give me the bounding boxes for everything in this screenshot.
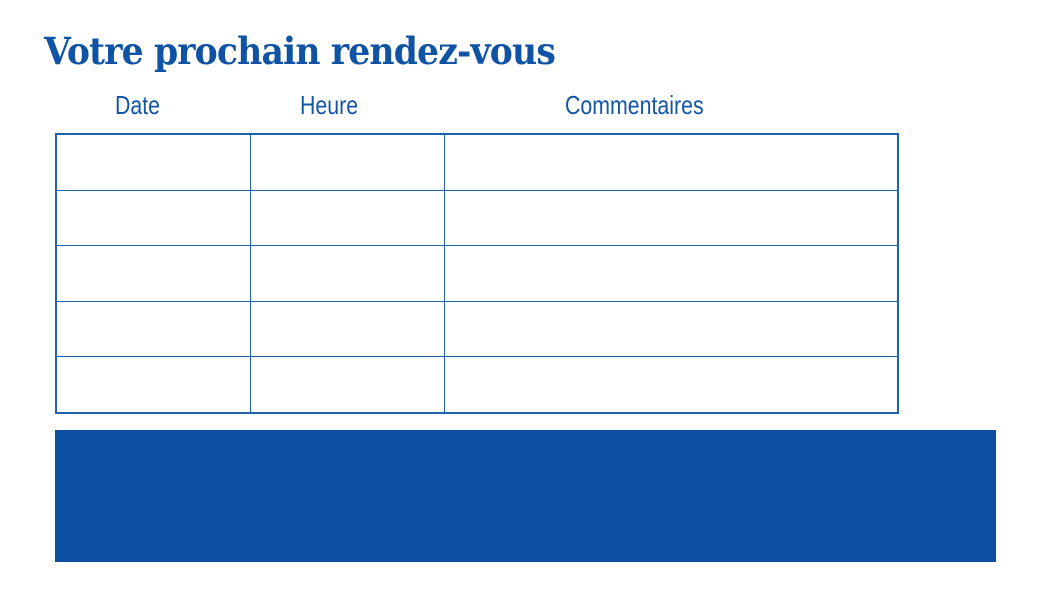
cell-commentaires[interactable] [443, 245, 899, 302]
appointment-table [55, 133, 899, 414]
cell-date[interactable] [55, 356, 251, 414]
table-row [55, 189, 899, 247]
cell-date[interactable] [55, 189, 251, 247]
table-row [55, 356, 899, 414]
cell-heure[interactable] [249, 245, 445, 302]
cell-commentaires[interactable] [443, 356, 899, 414]
page-title: Votre prochain rendez-vous [44, 29, 556, 73]
cell-commentaires[interactable] [443, 189, 899, 247]
table-row [55, 133, 899, 191]
cell-commentaires[interactable] [443, 300, 899, 358]
column-header-heure: Heure [300, 90, 359, 120]
cell-heure[interactable] [249, 133, 445, 191]
cell-commentaires[interactable] [443, 133, 899, 191]
table-row [55, 300, 899, 358]
table-row [55, 245, 899, 302]
appointment-table-body [55, 133, 899, 414]
column-header-date: Date [115, 90, 161, 120]
cell-date[interactable] [55, 300, 251, 358]
cell-heure[interactable] [249, 356, 445, 414]
column-header-commentaires: Commentaires [565, 90, 704, 120]
cell-date[interactable] [55, 133, 251, 191]
cell-date[interactable] [55, 245, 251, 302]
cell-heure[interactable] [249, 300, 445, 358]
blue-banner-block [55, 430, 996, 562]
cell-heure[interactable] [249, 189, 445, 247]
column-headers: Date Heure Commentaires [55, 88, 897, 124]
